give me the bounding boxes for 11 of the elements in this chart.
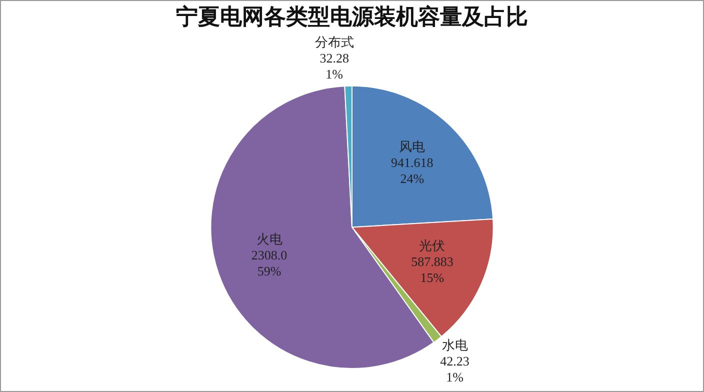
data-label: 2308.0 59% [251, 247, 288, 278]
data-label: 42.23 1% [440, 353, 470, 384]
slice-label: 水电 [442, 337, 468, 352]
slice-label: 火电 [256, 231, 282, 246]
slice-label: 光伏 [419, 238, 446, 253]
data-label: 941.618 24% [390, 154, 434, 186]
data-label: 32.28 1% [320, 50, 349, 82]
data-label: 587.883 15% [411, 254, 454, 285]
chart-title: 宁夏电网各类型电源装机容量及占比 [176, 4, 528, 29]
slice-label: 分布式 [314, 34, 354, 50]
slice-label: 风电 [399, 138, 426, 154]
